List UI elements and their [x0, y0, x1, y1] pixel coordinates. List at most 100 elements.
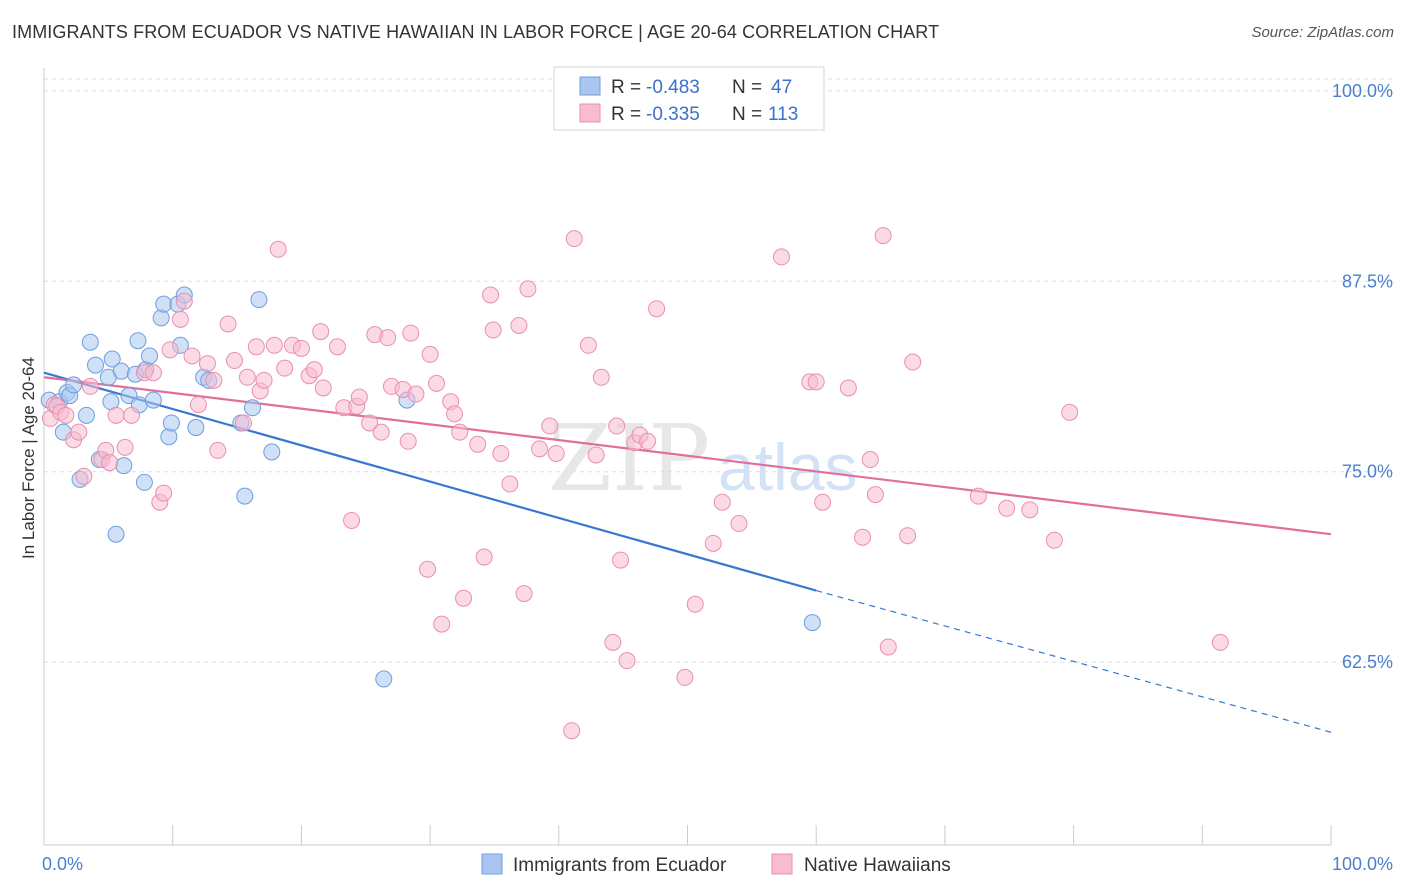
point-hawaiian [998, 499, 1016, 517]
point-hawaiian [1045, 531, 1063, 549]
point-hawaiian [676, 668, 694, 686]
point-ecuador [129, 332, 147, 350]
point-hawaiian [399, 432, 417, 450]
point-ecuador [152, 309, 170, 327]
point-hawaiian [107, 406, 125, 424]
point-hawaiian [428, 374, 446, 392]
legend-n-value-hawaiian: 113 [768, 104, 798, 125]
point-ecuador [112, 362, 130, 380]
point-hawaiian [579, 336, 597, 354]
point-hawaiian [372, 423, 390, 441]
point-hawaiian [198, 355, 216, 373]
point-ecuador [160, 428, 178, 446]
point-hawaiian [276, 359, 294, 377]
point-hawaiian [75, 467, 93, 485]
legend-n-value-ecuador: 47 [771, 77, 792, 98]
x-tick-label: 100.0% [1332, 854, 1393, 874]
point-hawaiian [604, 633, 622, 651]
point-hawaiian [350, 388, 368, 406]
point-hawaiian [433, 615, 451, 633]
legend-swatch-ecuador [579, 76, 601, 96]
point-ecuador [81, 333, 99, 351]
point-hawaiian [407, 385, 425, 403]
point-hawaiian [839, 379, 857, 397]
point-hawaiian [608, 417, 626, 435]
point-hawaiian [592, 368, 610, 386]
point-hawaiian [451, 423, 469, 441]
point-ecuador [135, 473, 153, 491]
point-hawaiian [144, 364, 162, 382]
point-hawaiian [1021, 501, 1039, 519]
point-hawaiian [123, 406, 141, 424]
point-hawaiian [219, 315, 237, 333]
point-hawaiian [807, 373, 825, 391]
y-tick-label: 75.0% [1342, 462, 1393, 482]
point-ecuador [107, 525, 125, 543]
point-hawaiian [238, 368, 256, 386]
point-ecuador [162, 414, 180, 432]
point-hawaiian [515, 585, 533, 603]
point-hawaiian [161, 341, 179, 359]
point-hawaiian [455, 589, 473, 607]
point-hawaiian [247, 338, 265, 356]
point-ecuador [86, 356, 104, 374]
point-hawaiian [475, 548, 493, 566]
point-hawaiian [530, 440, 548, 458]
point-hawaiian [469, 435, 487, 453]
point-hawaiian [814, 493, 832, 511]
point-hawaiian [484, 321, 502, 339]
point-hawaiian [225, 352, 243, 370]
point-hawaiian [155, 484, 173, 502]
scatter-points [40, 227, 1229, 740]
legend-n-label-ecuador: N = [732, 77, 762, 98]
point-ecuador [803, 614, 821, 632]
point-hawaiian [861, 451, 879, 469]
point-ecuador [375, 670, 393, 688]
bottom-legend-label-ecuador: Immigrants from Ecuador [513, 855, 727, 876]
point-hawaiian [189, 396, 207, 414]
trend-line-ecuador [43, 371, 817, 592]
x-tick-labels: 0.0% 100.0% [42, 854, 1393, 874]
point-hawaiian [482, 286, 500, 304]
point-ecuador [141, 347, 159, 365]
point-hawaiian [183, 347, 201, 365]
point-ecuador [65, 376, 83, 394]
point-ecuador [263, 443, 281, 461]
legend-swatch-hawaiian [579, 103, 601, 123]
point-hawaiian [547, 444, 565, 462]
watermark-zip: ZIP [548, 405, 710, 512]
x-tick-label: 0.0% [42, 854, 83, 874]
point-hawaiian [292, 339, 310, 357]
y-tick-label: 100.0% [1332, 81, 1393, 101]
point-hawaiian [269, 240, 287, 258]
point-hawaiian [648, 300, 666, 318]
point-hawaiian [866, 486, 884, 504]
point-ecuador [243, 399, 261, 417]
point-hawaiian [421, 345, 439, 363]
point-hawaiian [57, 406, 75, 424]
point-hawaiian [899, 527, 917, 545]
y-axis-label: In Labor Force | Age 20-64 [19, 357, 38, 559]
point-ecuador [155, 295, 173, 313]
point-ecuador [115, 457, 133, 475]
point-hawaiian [265, 336, 283, 354]
point-ecuador [236, 487, 254, 505]
point-ecuador [144, 391, 162, 409]
point-hawaiian [1211, 633, 1229, 651]
point-hawaiian [587, 446, 605, 464]
legend-r-value-ecuador: -0.483 [646, 77, 700, 98]
point-hawaiian [510, 316, 528, 334]
point-ecuador [103, 350, 121, 368]
point-hawaiian [171, 310, 189, 328]
point-hawaiian [116, 438, 134, 456]
series-legend: Immigrants from Ecuador Native Hawaiians [481, 853, 951, 876]
bottom-legend-swatch-ecuador [481, 853, 503, 875]
legend-r-label-hawaiian: R = [611, 104, 641, 125]
point-hawaiian [379, 329, 397, 347]
point-hawaiian [541, 417, 559, 435]
point-hawaiian [81, 377, 99, 395]
point-hawaiian [328, 338, 346, 356]
point-hawaiian [879, 638, 897, 656]
point-hawaiian [402, 324, 420, 342]
point-hawaiian [101, 454, 119, 472]
